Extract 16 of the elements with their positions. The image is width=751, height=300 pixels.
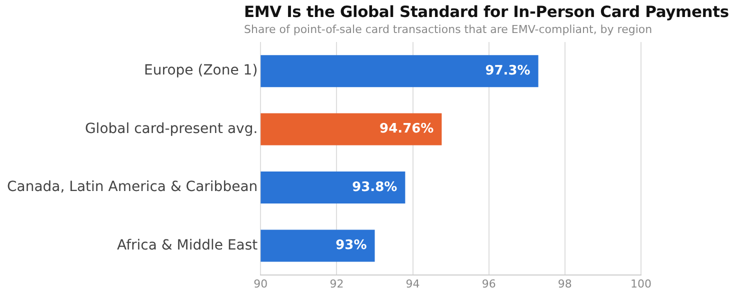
x-tick-label: 92 <box>330 277 344 290</box>
data-label: 93.8% <box>352 180 398 195</box>
y-tick-label: Global card-present avg. <box>84 120 258 137</box>
x-tick-label: 90 <box>254 277 268 290</box>
x-tick-label: 100 <box>630 277 652 290</box>
data-label: 97.3% <box>485 63 530 78</box>
y-tick-label: Canada, Latin America & Caribbean <box>6 179 258 196</box>
data-label: 93% <box>336 238 367 254</box>
chart-title: EMV Is the Global Standard for In-Person Card Payments <box>244 3 729 21</box>
x-tick-label: 98 <box>558 277 572 290</box>
chart-subtitle: Share of point-of-sale card transactions that are EMV-compliant, by region <box>244 23 652 36</box>
x-tick-label: 96 <box>482 277 496 290</box>
y-tick-label: Africa & Middle East <box>117 237 258 254</box>
x-tick-label: 94 <box>406 277 420 290</box>
data-label: 94.76% <box>380 122 434 137</box>
y-tick-label: Europe (Zone 1) <box>144 62 258 79</box>
